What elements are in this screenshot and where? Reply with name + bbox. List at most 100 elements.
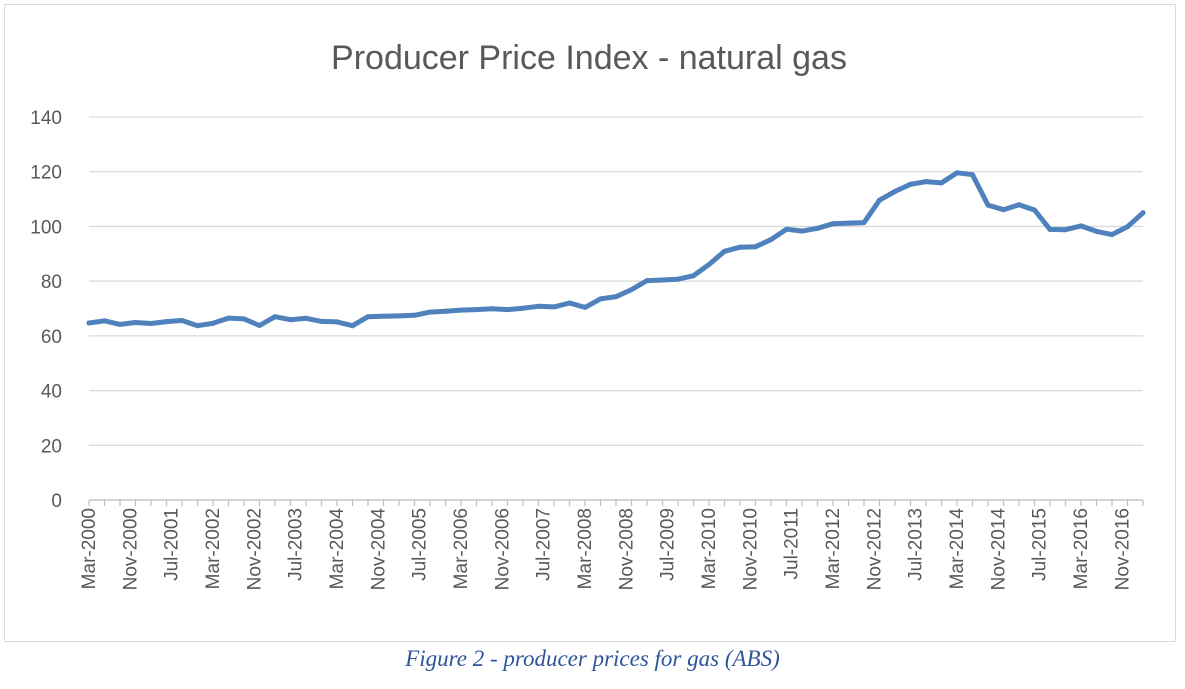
x-tick-label: Nov-2006	[492, 508, 513, 590]
data-point	[1140, 210, 1146, 216]
x-tick-label: Nov-2012	[864, 508, 885, 590]
data-point	[567, 300, 572, 306]
data-point	[148, 321, 154, 326]
y-tick-label: 60	[41, 327, 62, 348]
data-point	[1047, 226, 1053, 232]
data-point	[784, 226, 789, 232]
data-point	[117, 321, 123, 327]
x-tick-label: Nov-2014	[988, 508, 1009, 591]
data-point	[319, 318, 324, 324]
x-tick-label: Nov-2008	[616, 508, 637, 590]
gridlines	[89, 116, 1143, 501]
data-point	[939, 180, 944, 186]
x-tick-label: Jul-2001	[162, 508, 183, 581]
figure-caption: Figure 2 - producer prices for gas (ABS)	[405, 646, 780, 671]
x-tick-label: Mar-2002	[203, 508, 224, 589]
data-point	[815, 225, 820, 231]
y-tick-label: 100	[30, 217, 62, 238]
data-point	[210, 320, 216, 326]
data-point	[706, 262, 712, 267]
line-chart: Producer Price Index - natural gas 0 20 40…	[30, 39, 1146, 591]
data-point	[86, 320, 92, 326]
data-point	[179, 318, 185, 323]
data-point	[458, 307, 464, 313]
x-tick-label: Mar-2000	[79, 508, 100, 589]
chart-title: Producer Price Index - natural gas	[331, 39, 847, 77]
x-tick-label: Jul-2011	[782, 508, 803, 579]
x-tick-label: Mar-2012	[823, 508, 844, 589]
data-point	[195, 323, 200, 329]
data-point	[877, 197, 882, 203]
data-point	[412, 312, 417, 318]
data-point	[257, 323, 262, 328]
x-tick-label: Jul-2015	[1030, 508, 1051, 581]
data-point	[1032, 207, 1037, 213]
data-point	[164, 319, 169, 325]
data-point	[520, 305, 526, 311]
data-point	[1078, 223, 1084, 229]
data-point	[1094, 228, 1099, 234]
data-point	[799, 228, 805, 234]
data-point	[489, 306, 495, 312]
y-tick-label: 120	[30, 163, 62, 184]
y-tick-label: 40	[41, 382, 62, 403]
data-point	[536, 303, 541, 309]
data-point	[613, 294, 619, 300]
y-tick-label: 20	[41, 436, 62, 457]
data-point	[365, 314, 371, 320]
x-tick-label: Nov-2004	[368, 508, 389, 591]
x-tick-label: Jul-2003	[286, 508, 307, 581]
data-point	[1063, 227, 1068, 233]
x-tick-label: Mar-2010	[699, 508, 720, 589]
data-point	[598, 296, 603, 302]
x-tick-label: Mar-2016	[1071, 508, 1092, 589]
x-tick-label: Jul-2005	[410, 508, 431, 581]
data-point	[350, 323, 355, 329]
data-point	[102, 318, 107, 324]
data-point	[846, 220, 851, 226]
data-point	[691, 273, 696, 279]
data-point	[474, 307, 479, 313]
x-tick-label: Nov-2002	[244, 508, 265, 590]
data-point	[923, 179, 929, 185]
data-point	[892, 188, 898, 194]
x-axis: Mar-2000 Nov-2000 Jul-2001 Mar-2002 Nov-2002…	[79, 499, 1144, 591]
data-point	[644, 278, 650, 284]
data-point	[830, 221, 836, 227]
data-point	[272, 314, 278, 320]
series-line	[86, 170, 1146, 329]
x-tick-label: Jul-2009	[658, 508, 679, 581]
data-point	[381, 313, 386, 319]
x-tick-label: Nov-2000	[120, 508, 141, 590]
data-point	[505, 307, 510, 313]
y-tick-label: 80	[41, 272, 62, 293]
data-point	[334, 319, 340, 325]
data-point	[303, 315, 309, 321]
data-point	[629, 287, 634, 293]
x-tick-label: Nov-2016	[1112, 508, 1133, 590]
x-tick-label: Jul-2013	[906, 508, 927, 581]
data-point	[954, 170, 960, 176]
data-point	[768, 237, 774, 243]
data-point	[970, 172, 975, 178]
data-point	[288, 317, 293, 323]
data-point	[722, 248, 727, 254]
x-tick-label: Mar-2008	[575, 508, 596, 589]
data-point	[1109, 232, 1115, 238]
y-tick-label: 140	[30, 108, 62, 129]
y-axis-ticks: 0 20 40 60 80 100 120 140	[30, 108, 62, 512]
data-point	[551, 304, 557, 310]
x-tick-label: Nov-2010	[740, 508, 761, 590]
data-point	[737, 244, 743, 250]
x-tick-label: Mar-2014	[947, 508, 968, 590]
data-point	[241, 316, 247, 322]
data-point	[1016, 202, 1022, 208]
series-layer	[86, 170, 1146, 329]
x-tick-label: Mar-2004	[327, 508, 348, 590]
data-point	[675, 276, 681, 282]
x-tick-label: Mar-2006	[451, 508, 472, 589]
x-tick-label: Jul-2007	[534, 508, 555, 581]
data-point	[133, 320, 138, 325]
data-point	[985, 202, 991, 208]
data-point	[908, 181, 913, 187]
